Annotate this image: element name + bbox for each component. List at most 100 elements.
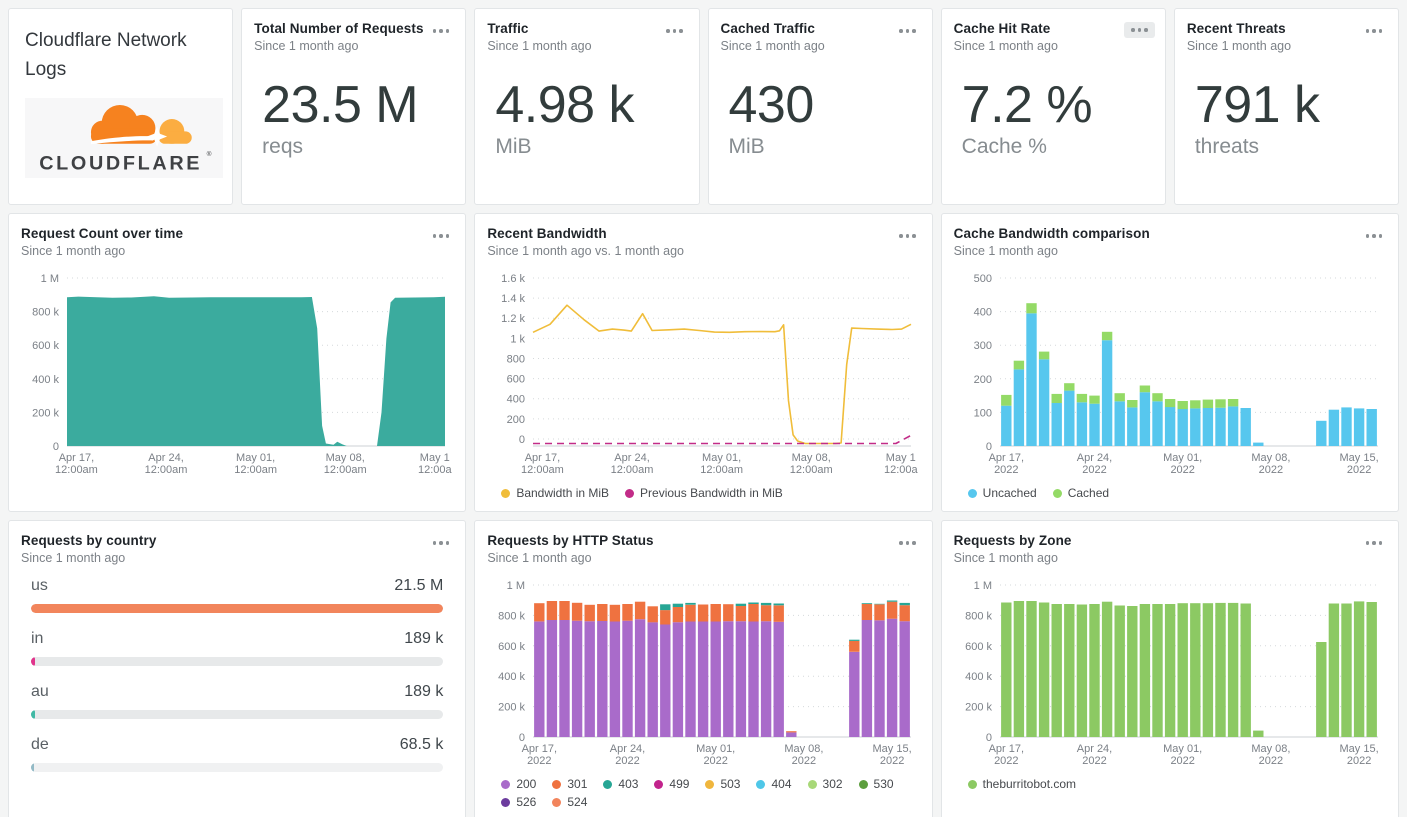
panel-menu-icon[interactable] — [1365, 29, 1382, 33]
panel-title[interactable]: Requests by HTTP Status — [487, 533, 654, 548]
svg-text:May 15,2022: May 15, 2022 — [1339, 743, 1378, 767]
legend-item[interactable]: 404 — [756, 777, 792, 791]
panel-menu-icon[interactable] — [1365, 234, 1382, 238]
legend-label: Uncached — [982, 486, 1037, 500]
panel-title[interactable]: Recent Bandwidth — [487, 226, 607, 241]
legend-item[interactable]: 200 — [501, 777, 536, 791]
svg-text:0: 0 — [986, 441, 992, 453]
panel-cached-traffic: Cached Traffic Since 1 month ago 430 MiB — [707, 8, 933, 205]
svg-text:200: 200 — [507, 414, 525, 426]
legend-item[interactable]: 530 — [858, 777, 894, 791]
panel-cache-hit-rate: Cache Hit Rate Since 1 month ago 7.2 % C… — [940, 8, 1166, 205]
country-row: in 189 k — [31, 630, 444, 666]
legend-color-dot — [967, 779, 977, 789]
legend-item[interactable]: 526 — [501, 795, 536, 809]
svg-text:0: 0 — [53, 441, 59, 453]
legend-label: 499 — [669, 777, 690, 791]
legend-item[interactable]: Previous Bandwidth in MiB — [625, 486, 783, 500]
panel-menu-icon[interactable] — [666, 29, 683, 33]
country-value: 189 k — [404, 630, 444, 647]
panel-menu-icon[interactable] — [432, 29, 450, 33]
svg-text:200 k: 200 k — [498, 702, 525, 714]
svg-text:May 112:00a: May 1 12:00a — [418, 452, 453, 476]
svg-text:May 01,2022: May 01, 2022 — [696, 743, 735, 767]
legend-color-dot — [705, 779, 715, 789]
panel-menu-icon[interactable] — [432, 234, 450, 238]
panel-total-requests: Total Number of Requests Since 1 month a… — [241, 8, 467, 205]
stat-value: 430 — [728, 75, 815, 134]
legend-item[interactable]: 524 — [552, 795, 587, 809]
panel-subtitle: Since 1 month ago — [487, 551, 592, 565]
legend-color-dot — [858, 779, 868, 789]
svg-text:500: 500 — [973, 273, 991, 285]
zone-chart[interactable]: 0 200 k 400 k 600 k 800 k 1 M Apr 17, 2022 Apr 2… — [954, 575, 1386, 771]
request-count-chart[interactable]: 0 200 k 400 k 600 k 800 k 1 M Apr 17, 12:00am Ap… — [21, 268, 453, 480]
legend-item[interactable]: 499 — [654, 777, 689, 791]
legend-label: 503 — [720, 777, 741, 791]
svg-text:0: 0 — [519, 732, 525, 744]
country-value: 68.5 k — [399, 736, 444, 753]
legend-color-dot — [552, 779, 562, 789]
chart-legend: Uncached Cached — [954, 480, 1386, 500]
panel-title[interactable]: Cache Hit Rate — [953, 21, 1051, 36]
svg-text:400: 400 — [507, 394, 525, 406]
legend-item[interactable]: 302 — [807, 777, 843, 791]
panel-menu-icon[interactable] — [432, 541, 450, 545]
cloudflare-logo-text: CLOUDFLARE — [39, 152, 202, 174]
bandwidth-chart[interactable]: 0 200 400 600 800 1 k 1.2 k 1.4 k 1.6 k Apr 17, 12… — [487, 268, 919, 480]
http-status-chart[interactable]: 0 200 k 400 k 600 k 800 k 1 M Apr 17, 2022 Apr 2… — [487, 575, 919, 771]
panel-cloudflare-logo: Cloudflare Network Logs CLOUDFLARE ® — [8, 8, 234, 205]
dashboard-title: Cloudflare Network Logs — [25, 30, 187, 80]
legend-item[interactable]: theburritobot.com — [967, 777, 1076, 791]
panel-title[interactable]: Requests by Zone — [953, 533, 1072, 548]
cache-bandwidth-chart[interactable]: 0 100 200 300 400 500 Apr 17, 2022 Apr 24, 2022 Ma… — [954, 268, 1386, 480]
svg-text:Apr 24,2022: Apr 24, 2022 — [610, 743, 645, 767]
panel-subtitle: Since 1 month ago — [1186, 39, 1292, 53]
svg-text:Apr 17,2022: Apr 17, 2022 — [522, 743, 557, 767]
panel-menu-icon[interactable] — [899, 234, 916, 238]
panel-title[interactable]: Traffic — [487, 21, 529, 36]
svg-text:May 08,12:00am: May 08, 12:00am — [790, 452, 833, 476]
panel-cache-bandwidth: Cache Bandwidth comparison Since 1 month… — [940, 213, 1399, 512]
legend-color-dot — [654, 779, 664, 789]
svg-text:Apr 24,2022: Apr 24, 2022 — [1076, 743, 1111, 767]
legend-item[interactable]: Bandwidth in MiB — [501, 486, 609, 500]
panel-subtitle: Since 1 month ago — [487, 39, 592, 53]
panel-menu-icon[interactable] — [1124, 22, 1155, 38]
stat-value: 23.5 M — [262, 75, 419, 134]
legend-item[interactable]: 403 — [603, 777, 638, 791]
legend-label: Bandwidth in MiB — [516, 486, 610, 500]
stat-unit: MiB — [728, 135, 765, 159]
cloudflare-logo: CLOUDFLARE ® — [25, 98, 223, 178]
panel-menu-icon[interactable] — [899, 541, 916, 545]
panel-title[interactable]: Recent Threats — [1186, 21, 1286, 36]
panel-menu-icon[interactable] — [899, 29, 916, 33]
legend-item[interactable]: Cached — [1052, 486, 1109, 500]
svg-text:0: 0 — [986, 732, 992, 744]
legend-item[interactable]: 503 — [705, 777, 740, 791]
panel-title[interactable]: Cache Bandwidth comparison — [953, 226, 1150, 241]
legend-item[interactable]: Uncached — [967, 486, 1037, 500]
panel-recent-bandwidth: Recent Bandwidth Since 1 month ago vs. 1… — [474, 213, 933, 512]
legend-label: 403 — [618, 777, 639, 791]
svg-text:1 k: 1 k — [511, 333, 526, 345]
legend-item[interactable]: 301 — [552, 777, 587, 791]
svg-text:400: 400 — [973, 307, 991, 319]
panel-title[interactable]: Requests by country — [21, 533, 157, 548]
chart-legend: Bandwidth in MiB Previous Bandwidth in Mi… — [487, 480, 919, 500]
panel-subtitle: Since 1 month ago — [21, 244, 126, 258]
legend-color-dot — [501, 797, 511, 807]
panel-title[interactable]: Request Count over time — [21, 226, 184, 241]
country-bar-gauge: us 21.5 M in 189 k au 189 k de 68.5 k — [21, 565, 453, 817]
legend-color-dot — [756, 779, 766, 789]
svg-text:May 112:00a: May 1 12:00a — [884, 452, 919, 476]
panel-title[interactable]: Total Number of Requests — [254, 21, 424, 36]
legend-label: 200 — [516, 777, 537, 791]
panel-title[interactable]: Cached Traffic — [720, 21, 815, 36]
legend-label: 302 — [822, 777, 843, 791]
svg-text:Apr 24,2022: Apr 24, 2022 — [1076, 452, 1111, 476]
country-value: 189 k — [404, 683, 444, 700]
svg-text:200 k: 200 k — [965, 702, 992, 714]
svg-text:400 k: 400 k — [498, 671, 525, 683]
panel-menu-icon[interactable] — [1365, 541, 1382, 545]
